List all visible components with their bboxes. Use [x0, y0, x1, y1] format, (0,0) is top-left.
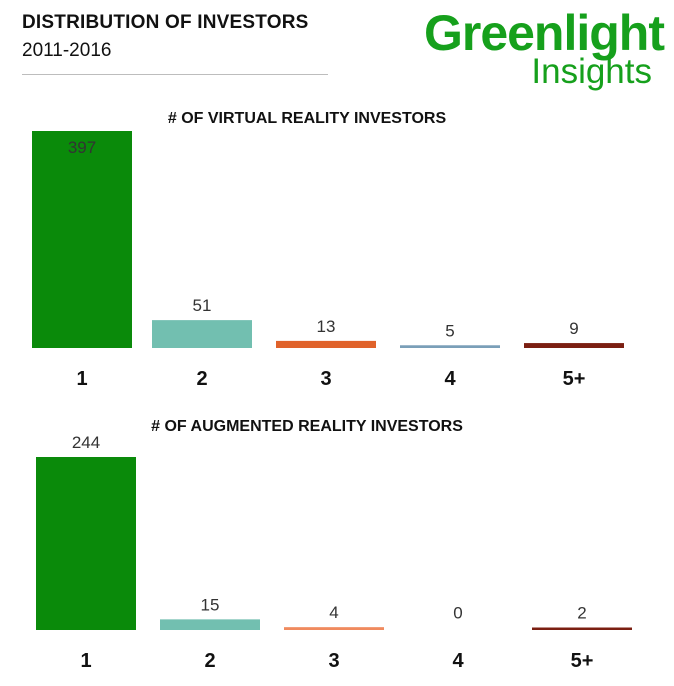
- page-subtitle: 2011-2016: [22, 40, 112, 61]
- greenlight-insights-logo: Greenlight Insights: [412, 4, 665, 92]
- vr-category-label-4: 4: [444, 368, 456, 390]
- vr-category-label-2: 2: [196, 368, 207, 390]
- vr-bar-2: [152, 320, 252, 348]
- vr-value-label-4: 5: [445, 321, 454, 340]
- vr-bar-4: [400, 345, 500, 348]
- title-divider: [22, 74, 328, 75]
- page-title: DISTRIBUTION OF INVESTORS: [22, 12, 309, 33]
- ar-value-label-1: 244: [72, 433, 100, 452]
- logo-wordmark-bottom: Insights: [531, 52, 652, 91]
- vr-bar-5: [524, 343, 624, 348]
- vr-value-label-5: 9: [569, 319, 578, 338]
- vr-chart-title: # OF VIRTUAL REALITY INVESTORS: [168, 110, 447, 127]
- vr-bar-3: [276, 340, 376, 348]
- ar-category-label-3: 3: [328, 650, 339, 672]
- ar-category-label-5: 5+: [571, 650, 594, 672]
- vr-category-label-5: 5+: [563, 368, 586, 390]
- ar-value-label-2: 15: [201, 595, 220, 614]
- logo-wordmark-top: Greenlight: [423, 5, 665, 61]
- vr-value-label-3: 13: [317, 317, 336, 336]
- ar-bar-3: [284, 627, 384, 630]
- vr-value-label-2: 51: [193, 296, 212, 315]
- vr-category-label-1: 1: [76, 368, 87, 390]
- vr-bar-1: [32, 131, 132, 348]
- ar-chart-title: # OF AUGMENTED REALITY INVESTORS: [151, 418, 463, 435]
- ar-bar-1: [36, 457, 136, 630]
- ar-value-label-3: 4: [329, 603, 338, 622]
- ar-value-label-4: 0: [453, 604, 462, 623]
- ar-category-label-2: 2: [204, 650, 215, 672]
- vr-value-label-1: 397: [68, 138, 96, 157]
- ar-bar-5: [532, 627, 632, 630]
- vr-category-label-3: 3: [320, 368, 331, 390]
- ar-category-label-1: 1: [80, 650, 91, 672]
- ar-bar-2: [160, 619, 260, 630]
- ar-value-label-5: 2: [577, 604, 586, 623]
- ar-category-label-4: 4: [452, 650, 464, 672]
